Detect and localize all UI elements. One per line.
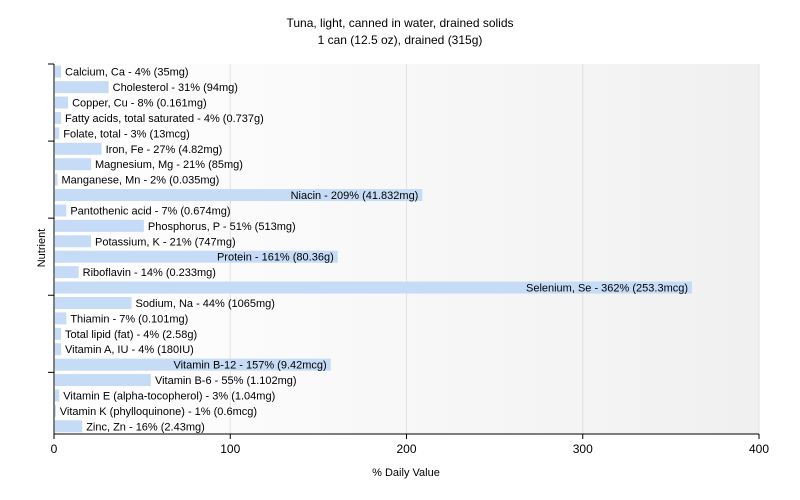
- axes: 0 100 200 300 400: [48, 63, 769, 456]
- bar-13: [55, 266, 79, 279]
- bar-14: [55, 281, 693, 294]
- bar-label-16: Thiamin - 7% (0.101mg): [70, 313, 188, 325]
- chart-title: Tuna, light, canned in water, drained so…: [286, 16, 513, 30]
- bar-6: [55, 158, 92, 171]
- bar-7: [55, 173, 58, 186]
- bar-12: [55, 250, 338, 263]
- x-tick-label-1: 100: [220, 442, 240, 456]
- bar-label-8: Niacin - 209% (41.832mg): [291, 190, 419, 202]
- bar-label-22: Vitamin K (phylloquinone) - 1% (0.6mcg): [60, 406, 257, 418]
- bar-label-7: Manganese, Mn - 2% (0.035mg): [62, 175, 220, 187]
- bar-label-20: Vitamin B-6 - 55% (1.102mg): [155, 375, 297, 387]
- bar-label-6: Magnesium, Mg - 21% (85mg): [95, 159, 243, 171]
- x-tick-label-2: 200: [396, 442, 416, 456]
- bar-10: [55, 219, 144, 232]
- bar-label-0: Calcium, Ca - 4% (35mg): [65, 67, 188, 79]
- bar-18: [55, 343, 62, 356]
- gridlines: [54, 64, 760, 434]
- bar-23: [55, 420, 83, 433]
- bar-4: [55, 127, 60, 140]
- x-tick-label-4: 400: [749, 442, 769, 456]
- bar-11: [55, 235, 92, 248]
- bar-label-4: Folate, total - 3% (13mcg): [63, 128, 190, 140]
- chart-subtitle: 1 can (12.5 oz), drained (315g): [318, 33, 483, 47]
- bar-17: [55, 327, 62, 340]
- bar-label-11: Potassium, K - 21% (747mg): [95, 236, 236, 248]
- x-tick-label-0: 0: [51, 442, 58, 456]
- bar-label-12: Protein - 161% (80.36g): [217, 252, 334, 264]
- bar-8: [55, 189, 423, 202]
- bar-5: [55, 142, 102, 155]
- bar-label-17: Total lipid (fat) - 4% (2.58g): [65, 329, 197, 341]
- bar-0: [55, 65, 62, 78]
- bar-label-15: Sodium, Na - 44% (1065mg): [136, 298, 275, 310]
- bar-9: [55, 204, 67, 217]
- bar-labels: Calcium, Ca - 4% (35mg) Cholesterol - 31%…: [60, 67, 688, 434]
- x-axis-title: % Daily Value: [372, 467, 440, 479]
- bar-label-18: Vitamin A, IU - 4% (180IU): [65, 344, 194, 356]
- bar-label-3: Fatty acids, total saturated - 4% (0.737…: [65, 113, 264, 125]
- bar-label-1: Cholesterol - 31% (94mg): [113, 82, 238, 94]
- bar-label-10: Phosphorus, P - 51% (513mg): [148, 221, 296, 233]
- bar-label-19: Vitamin B-12 - 157% (9.42mcg): [173, 360, 326, 372]
- bar-19: [55, 358, 331, 371]
- bar-label-23: Zinc, Zn - 16% (2.43mg): [86, 421, 205, 433]
- bar-label-5: Iron, Fe - 27% (4.82mg): [106, 144, 223, 156]
- bar-3: [55, 111, 62, 124]
- bar-label-21: Vitamin E (alpha-tocopherol) - 3% (1.04m…: [63, 390, 275, 402]
- bar-label-14: Selenium, Se - 362% (253.3mcg): [526, 283, 688, 295]
- bar-16: [55, 312, 67, 325]
- bars: [55, 65, 693, 433]
- bar-1: [55, 81, 109, 94]
- bar-15: [55, 296, 132, 309]
- bar-22: [55, 404, 56, 417]
- y-axis-title: Nutrient: [36, 229, 48, 268]
- bar-2: [55, 96, 69, 109]
- x-tick-label-3: 300: [573, 442, 593, 456]
- bar-21: [55, 389, 60, 402]
- bar-20: [55, 374, 151, 387]
- bar-label-9: Pantothenic acid - 7% (0.674mg): [70, 205, 230, 217]
- bar-label-13: Riboflavin - 14% (0.233mg): [83, 267, 216, 279]
- bar-label-2: Copper, Cu - 8% (0.161mg): [72, 98, 207, 110]
